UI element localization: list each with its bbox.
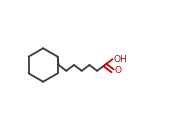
Text: O: O xyxy=(114,66,121,75)
Text: OH: OH xyxy=(114,55,127,64)
